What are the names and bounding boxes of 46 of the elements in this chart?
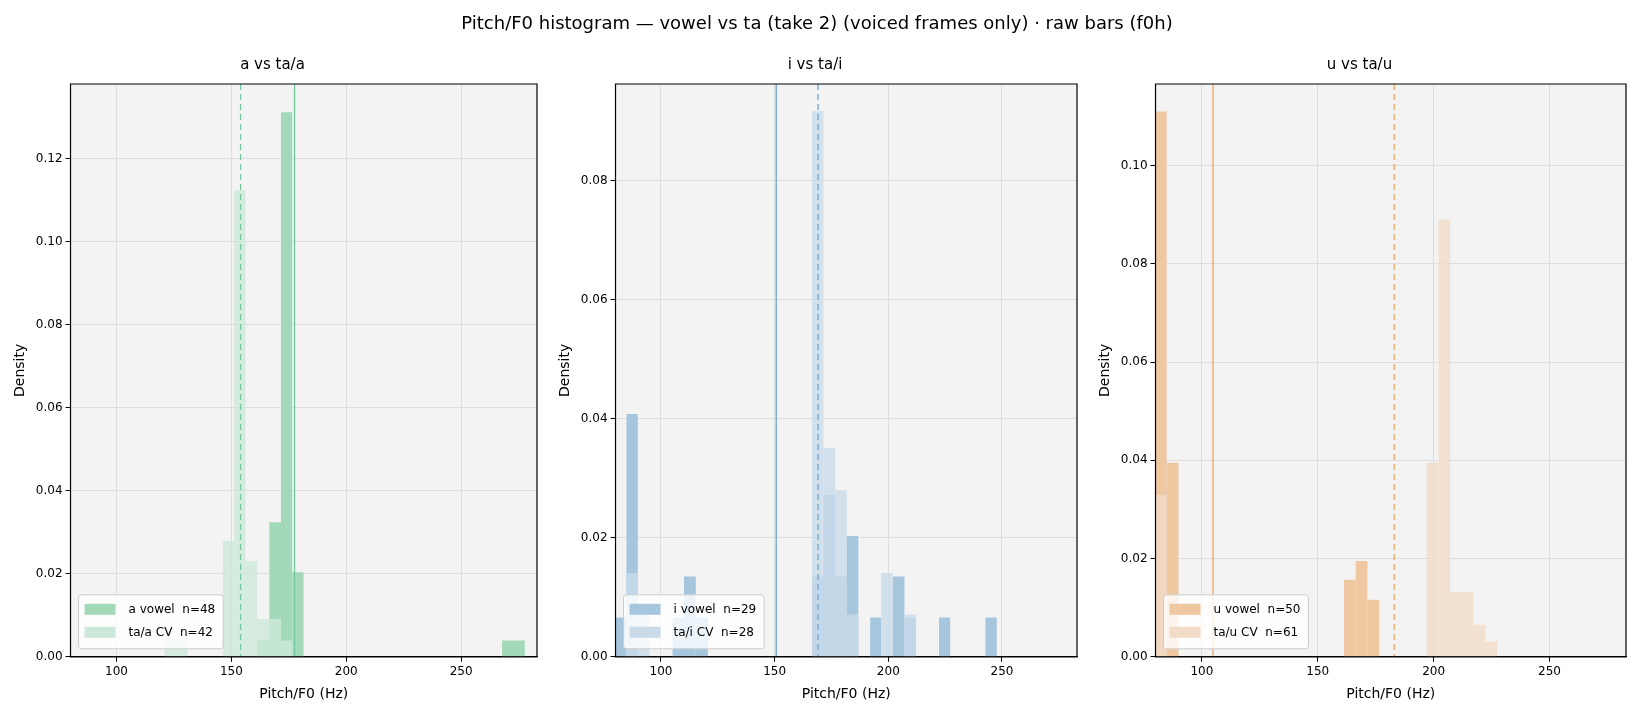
- x-tick-label: 200: [334, 664, 358, 679]
- y-tick-label: 0.04: [35, 482, 63, 497]
- y-tick-label: 0.00: [35, 648, 63, 663]
- y-axis-title: Density: [1096, 343, 1113, 398]
- y-tick-label: 0.12: [35, 150, 63, 165]
- y-tick-label: 0.04: [1120, 452, 1148, 467]
- x-tick-label: 200: [876, 664, 900, 679]
- legend-label: ta/u CV n=61: [1213, 624, 1299, 639]
- y-tick-label: 0.02: [580, 529, 608, 544]
- x-tick-label: 200: [1422, 664, 1446, 679]
- x-tick-label: 100: [649, 664, 673, 679]
- y-tick-label: 0.06: [580, 292, 608, 307]
- x-tick-label: 250: [449, 664, 473, 679]
- legend-label: ta/a CV n=42: [128, 624, 213, 639]
- y-tick-label: 0.06: [1120, 354, 1148, 369]
- x-tick-label: 250: [990, 664, 1014, 679]
- legend-label: i vowel n=29: [673, 601, 757, 616]
- x-tick-label: 250: [1538, 664, 1561, 679]
- y-axis-title: Density: [11, 343, 28, 398]
- x-tick-label: 150: [219, 664, 243, 679]
- x-tick-label: 100: [105, 664, 128, 679]
- y-tick-label: 0.10: [35, 233, 63, 248]
- chart-title: i vs ta/i: [787, 54, 843, 73]
- y-axis-title: Density: [556, 343, 573, 398]
- y-tick-label: 0.08: [35, 316, 63, 331]
- legend-label: ta/i CV n=28: [673, 624, 754, 639]
- legend-label: u vowel n=50: [1213, 601, 1301, 616]
- y-tick-label: 0.06: [35, 399, 63, 414]
- y-tick-label: 0.04: [580, 411, 608, 425]
- x-axis-title: Pitch/F0 (Hz): [1346, 685, 1436, 702]
- y-tick-label: 0.08: [1120, 255, 1148, 270]
- y-tick-label: 0.10: [1120, 157, 1148, 172]
- y-tick-label: 0.02: [35, 565, 63, 580]
- x-tick-label: 150: [1306, 664, 1330, 679]
- chart-title: u vs ta/u: [1326, 54, 1393, 73]
- text: Pitch/F0 histogram — vowel vs ta (take 2) (voiced frames only) · raw bars (f0h): [460, 12, 1174, 33]
- y-tick-label: 0.00: [580, 648, 608, 663]
- y-tick-label: 0.00: [1120, 648, 1148, 663]
- x-tick-label: 150: [763, 664, 787, 679]
- x-axis-title: Pitch/F0 (Hz): [259, 685, 349, 702]
- x-axis-title: Pitch/F0 (Hz): [801, 685, 891, 702]
- chart-title: a vs ta/a: [240, 54, 305, 73]
- x-tick-label: 100: [1190, 664, 1214, 679]
- legend-label: a vowel n=48: [128, 601, 216, 616]
- y-tick-label: 0.08: [580, 173, 608, 188]
- y-tick-label: 0.02: [1120, 550, 1148, 565]
